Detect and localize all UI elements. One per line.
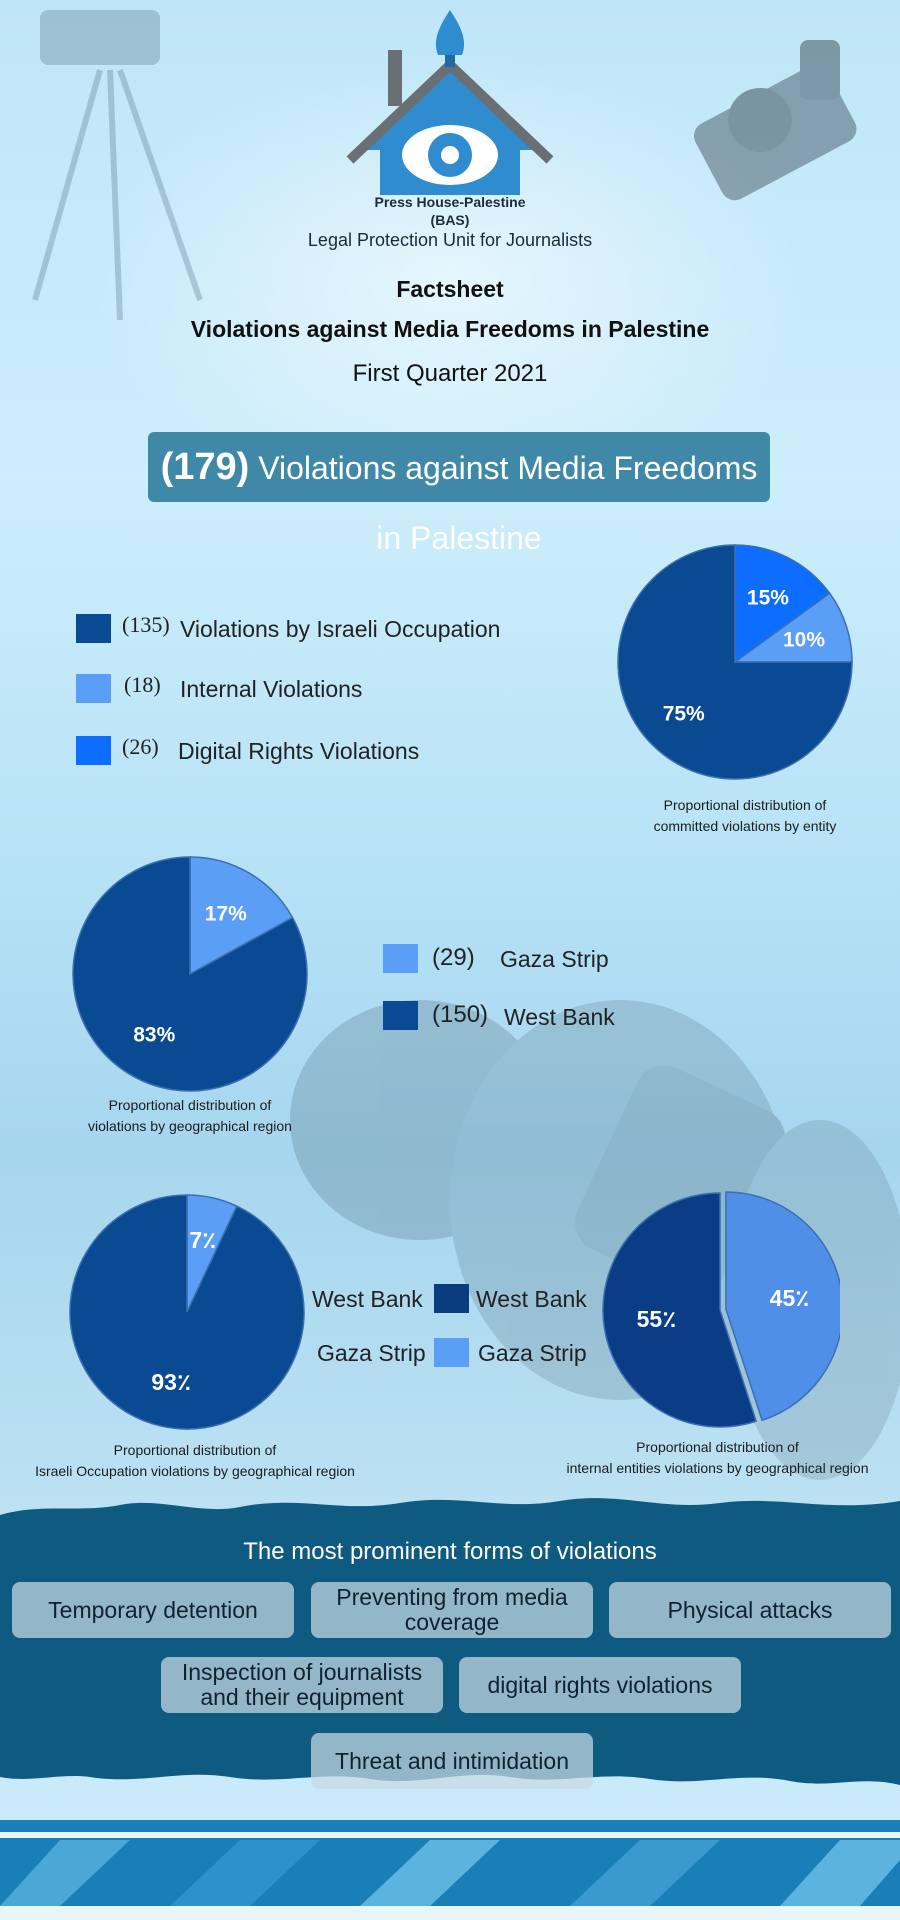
pie-region-caption: Proportional distribution of violations …: [45, 1095, 335, 1137]
pie-label-west-bank: 93٪: [151, 1369, 191, 1395]
legend-label-digital: Digital Rights Violations: [178, 738, 420, 764]
pie-internal-caption-line-2: internal entities violations by geograph…: [566, 1460, 869, 1476]
legend-swatch-shared-westbank: [434, 1284, 469, 1313]
pie-chart-region: 17% 83%: [72, 856, 308, 1092]
legend-count-israeli: (135): [122, 612, 170, 637]
pie-region-caption-line-1: Proportional distribution of: [108, 1097, 272, 1113]
factsheet-period: First Quarter 2021: [352, 360, 548, 387]
legend-count-digital: (26): [122, 734, 159, 759]
pie-chart-internal-region: 45٪ 55٪: [602, 1191, 840, 1428]
legend-swatch-gaza: [383, 944, 418, 973]
factsheet-subtitle: Violations against Media Freedoms in Pal…: [190, 316, 710, 342]
form-digital-rights: digital rights violations: [459, 1657, 741, 1713]
pie-slice-west-bank: [69, 1194, 305, 1430]
pie-slice-west-bank: [72, 856, 308, 1092]
forms-band-background: [0, 1498, 900, 1785]
pie-label-west-bank: 83%: [133, 1023, 175, 1046]
legend-label-israeli: Violations by Israeli Occupation: [180, 616, 501, 642]
legend-left-westbank: West Bank: [312, 1286, 423, 1312]
legend-swatch-israeli: [76, 614, 111, 643]
form-threat-intimidation: Threat and intimidation: [311, 1733, 593, 1789]
pie-internal-caption: Proportional distribution of internal en…: [535, 1437, 900, 1479]
forms-title: The most prominent forms of violations: [243, 1538, 657, 1565]
pie-slice-gaza-strip: [189, 856, 294, 976]
org-unit: Legal Protection Unit for Journalists: [307, 230, 593, 250]
pie-entity-caption-line-2: committed violations by entity: [653, 818, 837, 834]
legend-left-gaza: Gaza Strip: [317, 1340, 426, 1366]
legend-label-westbank: West Bank: [504, 1004, 615, 1030]
legend-count-internal: (18): [124, 672, 161, 697]
legend-swatch-internal: [76, 674, 111, 703]
banner-text: Violations against Media Freedoms in Pal…: [258, 450, 758, 556]
pie-israeli-caption-line-1: Proportional distribution of: [113, 1442, 277, 1458]
pie-label-digital-rights-violations: 15%: [747, 586, 789, 609]
pie-entity-caption-line-1: Proportional distribution of: [663, 797, 827, 813]
pie-label-gaza-strip: 7٪: [189, 1227, 216, 1253]
pie-label-violations-by-israeli-occupation: 75%: [663, 702, 705, 725]
pie-entity-caption: Proportional distribution of committed v…: [595, 795, 895, 837]
pie-slice-internal-violations: [732, 592, 853, 663]
pie-slice-west-bank: [602, 1192, 758, 1428]
pie-label-west-bank: 55٪: [637, 1306, 677, 1332]
legend-right-gaza: Gaza Strip: [478, 1340, 587, 1366]
legend-swatch-shared-gaza: [434, 1338, 469, 1367]
org-name: Press House-Palestine: [374, 194, 526, 210]
pie-region-caption-line-2: violations by geographical region: [88, 1118, 292, 1134]
total-violations-banner: (179) Violations against Media Freedoms …: [148, 432, 770, 556]
form-inspection: Inspection of journalists and their equi…: [161, 1657, 443, 1713]
legend-label-internal: Internal Violations: [180, 676, 363, 702]
camera-photo: [693, 40, 857, 201]
form-temporary-detention: Temporary detention: [12, 1582, 294, 1638]
legend-count-westbank: (150): [432, 1001, 489, 1028]
legend-right-westbank: West Bank: [476, 1286, 587, 1312]
form-physical-attacks: Physical attacks: [609, 1582, 891, 1638]
legend-label-gaza: Gaza Strip: [500, 946, 609, 972]
legend-swatch-digital: [76, 736, 111, 765]
tripod-camera-photo: [32, 10, 203, 321]
total-count: (179): [160, 446, 250, 488]
org-abbr: (BAS): [430, 212, 470, 228]
pie-slice-digital-rights-violations: [734, 544, 831, 664]
pie-internal-caption-line-1: Proportional distribution of: [636, 1439, 799, 1455]
pie-israeli-caption-line-2: Israeli Occupation violations by geograp…: [35, 1463, 355, 1479]
pie-label-internal-violations: 10%: [783, 629, 825, 652]
pie-chart-entity: 15% 10% 75%: [617, 544, 853, 780]
pie-chart-israeli-region: 7٪ 93٪: [69, 1194, 305, 1430]
factsheet-title: Factsheet: [396, 276, 504, 302]
pie-label-gaza-strip: 17%: [205, 903, 247, 926]
legend-count-gaza: (29): [432, 944, 475, 971]
bottom-stripes: [0, 1820, 900, 1920]
press-house-logo: [346, 10, 554, 195]
legend-swatch-westbank: [383, 1001, 418, 1030]
pie-slice-violations-by-israeli-occupation: [617, 544, 853, 780]
pie-israeli-caption: Proportional distribution of Israeli Occ…: [10, 1440, 380, 1482]
pie-slice-gaza-strip: [725, 1191, 840, 1422]
pie-label-gaza-strip: 45٪: [770, 1285, 810, 1311]
form-preventing-coverage: Preventing from media coverage: [311, 1582, 593, 1638]
